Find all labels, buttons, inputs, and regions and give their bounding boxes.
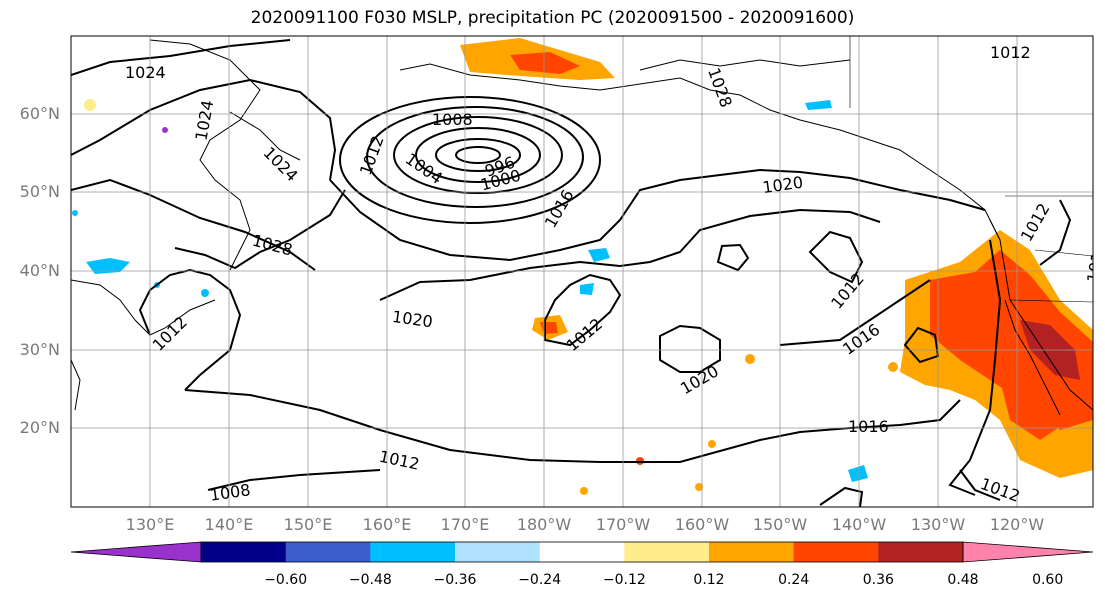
colorbar-swatch xyxy=(539,542,625,562)
lat-label-60n: 60°N xyxy=(19,104,60,123)
map-background xyxy=(71,36,1093,507)
lon-label: 150°E xyxy=(283,515,333,534)
colorbar-extend-high xyxy=(962,541,1094,563)
lon-label: 140°W xyxy=(831,515,887,534)
lat-label-50n: 50°N xyxy=(19,182,60,201)
isobar-label: 1016 xyxy=(1083,241,1105,284)
lon-label: 160°E xyxy=(362,515,412,534)
colorbar-tick-label: 0.36 xyxy=(862,572,894,588)
colorbar-tick-label: −0.12 xyxy=(602,572,646,588)
colorbar-swatch xyxy=(201,542,287,562)
colorbar-border xyxy=(200,541,964,563)
lat-label-30n: 30°N xyxy=(19,340,60,359)
colorbar-tick-label: −0.36 xyxy=(433,572,477,588)
colorbar-swatch xyxy=(370,542,456,562)
boundaries xyxy=(849,36,1093,303)
lon-label: 180°W xyxy=(516,515,572,534)
colorbar-swatch xyxy=(793,542,879,562)
colorbar-tick-label: 0.60 xyxy=(1032,572,1064,588)
colorbar-tick-label: 0.24 xyxy=(778,572,810,588)
colorbar-swatch xyxy=(624,542,710,562)
isobar-label: 1008 xyxy=(432,110,473,129)
lat-label-20n: 20°N xyxy=(19,418,60,437)
colorbar xyxy=(70,541,1094,563)
colorbar-tick-label: −0.24 xyxy=(518,572,562,588)
isobar-label: 1024 xyxy=(125,63,166,82)
lon-label: 170°E xyxy=(440,515,490,534)
isobar-label: 1012 xyxy=(990,43,1031,62)
lon-label: 170°W xyxy=(595,515,651,534)
colorbar-swatch xyxy=(285,542,371,562)
colorbar-tick-label: −0.60 xyxy=(264,572,308,588)
lon-label: 130°E xyxy=(125,515,175,534)
graticule xyxy=(71,36,1093,507)
lon-label: 160°W xyxy=(674,515,730,534)
colorbar-swatch xyxy=(455,542,541,562)
lat-label-40n: 40°N xyxy=(19,261,60,280)
lon-label: 130°W xyxy=(910,515,966,534)
colorbar-tick-label: −0.48 xyxy=(348,572,392,588)
isobar-label: 1016 xyxy=(848,417,889,436)
lon-label: 120°W xyxy=(989,515,1045,534)
colorbar-swatch xyxy=(878,542,964,562)
isobars xyxy=(71,39,1072,507)
lon-label: 140°E xyxy=(204,515,254,534)
colorbar-tick-label: 0.48 xyxy=(947,572,979,588)
colorbar-extend-low xyxy=(70,541,202,563)
map-title: 2020091100 F030 MSLP, precipitation PC (… xyxy=(250,8,855,28)
map-frame xyxy=(70,35,1094,508)
colorbar-tick-label: 0.12 xyxy=(693,572,725,588)
colorbar-swatch xyxy=(709,542,795,562)
lon-label: 150°W xyxy=(752,515,808,534)
